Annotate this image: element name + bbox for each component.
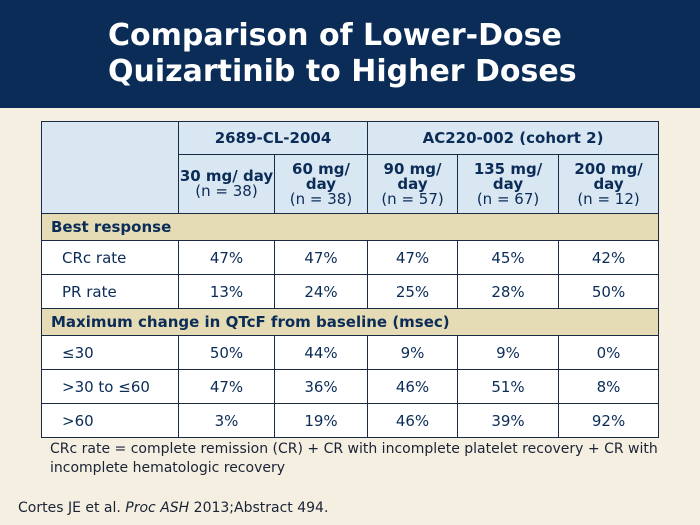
dose-label: 135 mg/ day (473, 159, 543, 193)
citation-authors: Cortes JE et al. (18, 500, 121, 516)
dose-header: 90 mg/ day (n = 57) (367, 154, 459, 214)
dose-label: 200 mg/ day (574, 159, 643, 193)
table-cell: 47% (178, 369, 275, 404)
dose-header: 200 mg/ day (n = 12) (558, 154, 660, 214)
table-cell: 50% (178, 335, 275, 370)
table-row: PR rate 13% 24% 25% 28% 50% (41, 274, 660, 309)
section-row: Maximum change in QTcF from baseline (ms… (40, 308, 660, 336)
table-cell: 36% (273, 369, 369, 404)
table-cell: 19% (273, 403, 369, 438)
table-cell: 24% (273, 274, 369, 309)
dose-label: 90 mg/ day (383, 159, 442, 193)
section-row: Best response (40, 213, 660, 241)
section-heading-best-response: Best response (40, 213, 660, 241)
row-label: >30 to ≤60 (41, 369, 179, 404)
dose-n: (n = 67) (476, 189, 540, 208)
dose-header-row: 30 mg/ day (n = 38) 60 mg/ day (n = 38) 90… (42, 154, 660, 214)
footnote: CRc rate = complete remission (CR) + CR … (50, 441, 658, 476)
table-row: >60 3% 19% 46% 39% 92% (41, 403, 660, 438)
citation-rest: 2013;Abstract 494. (193, 500, 329, 516)
group-header-ac220: AC220-002 (cohort 2) (367, 121, 660, 155)
table-cell: 0% (558, 335, 660, 370)
table-cell: 47% (178, 240, 275, 275)
table-cell: 44% (273, 335, 369, 370)
table-cell: 13% (178, 274, 275, 309)
dose-n: (n = 38) (195, 182, 258, 200)
citation-journal: Proc ASH (125, 500, 190, 516)
dose-n: (n = 12) (577, 189, 640, 208)
slide-title: Comparison of Lower-Dose Quizartinib to … (108, 18, 668, 90)
table-cell: 9% (367, 335, 459, 370)
dose-label: 60 mg/ day (292, 159, 350, 193)
dose-header: 60 mg/ day (n = 38) (273, 154, 369, 214)
citation: Cortes JE et al. Proc ASH 2013;Abstract … (18, 500, 328, 516)
table-cell: 46% (367, 403, 459, 438)
table-cell: 28% (457, 274, 560, 309)
table-cell: 8% (558, 369, 660, 404)
section-heading-qtcf: Maximum change in QTcF from baseline (ms… (40, 308, 660, 336)
table-row: CRc rate 47% 47% 47% 45% 42% (41, 240, 660, 275)
group-header-row: 2689-CL-2004 AC220-002 (cohort 2) (41, 121, 660, 214)
table-cell: 51% (457, 369, 560, 404)
dose-header: 135 mg/ day (n = 67) (457, 154, 560, 214)
slide-title-line2: Quizartinib to Higher Doses (108, 54, 577, 89)
table-cell: 25% (367, 274, 459, 309)
table-cell: 47% (367, 240, 459, 275)
slide-title-line1: Comparison of Lower-Dose (108, 18, 562, 53)
table-cell: 46% (367, 369, 459, 404)
group-header-2689: 2689-CL-2004 (177, 121, 369, 155)
table-cell: 3% (178, 403, 275, 438)
table-row: >30 to ≤60 47% 36% 46% 51% 8% (41, 369, 660, 404)
table-cell: 42% (558, 240, 660, 275)
table-cell: 47% (273, 240, 369, 275)
comparison-table: 2689-CL-2004 AC220-002 (cohort 2) 30 mg/… (40, 121, 660, 438)
dose-n: (n = 38) (289, 189, 353, 208)
table-cell: 92% (558, 403, 660, 438)
row-label: PR rate (41, 274, 179, 309)
table-cell: 39% (457, 403, 560, 438)
row-label: ≤30 (41, 335, 179, 370)
table-cell: 9% (457, 335, 560, 370)
table-cell: 50% (558, 274, 660, 309)
dose-label: 30 mg/ day (179, 167, 274, 185)
dose-n: (n = 57) (381, 189, 444, 208)
dose-header: 30 mg/ day (n = 38) (178, 154, 275, 214)
row-label: CRc rate (41, 240, 179, 275)
title-bar: Comparison of Lower-Dose Quizartinib to … (0, 0, 700, 108)
empty-corner-cell (41, 121, 179, 214)
table-row: ≤30 50% 44% 9% 9% 0% (41, 335, 660, 370)
row-label: >60 (41, 403, 179, 438)
table-cell: 45% (457, 240, 560, 275)
